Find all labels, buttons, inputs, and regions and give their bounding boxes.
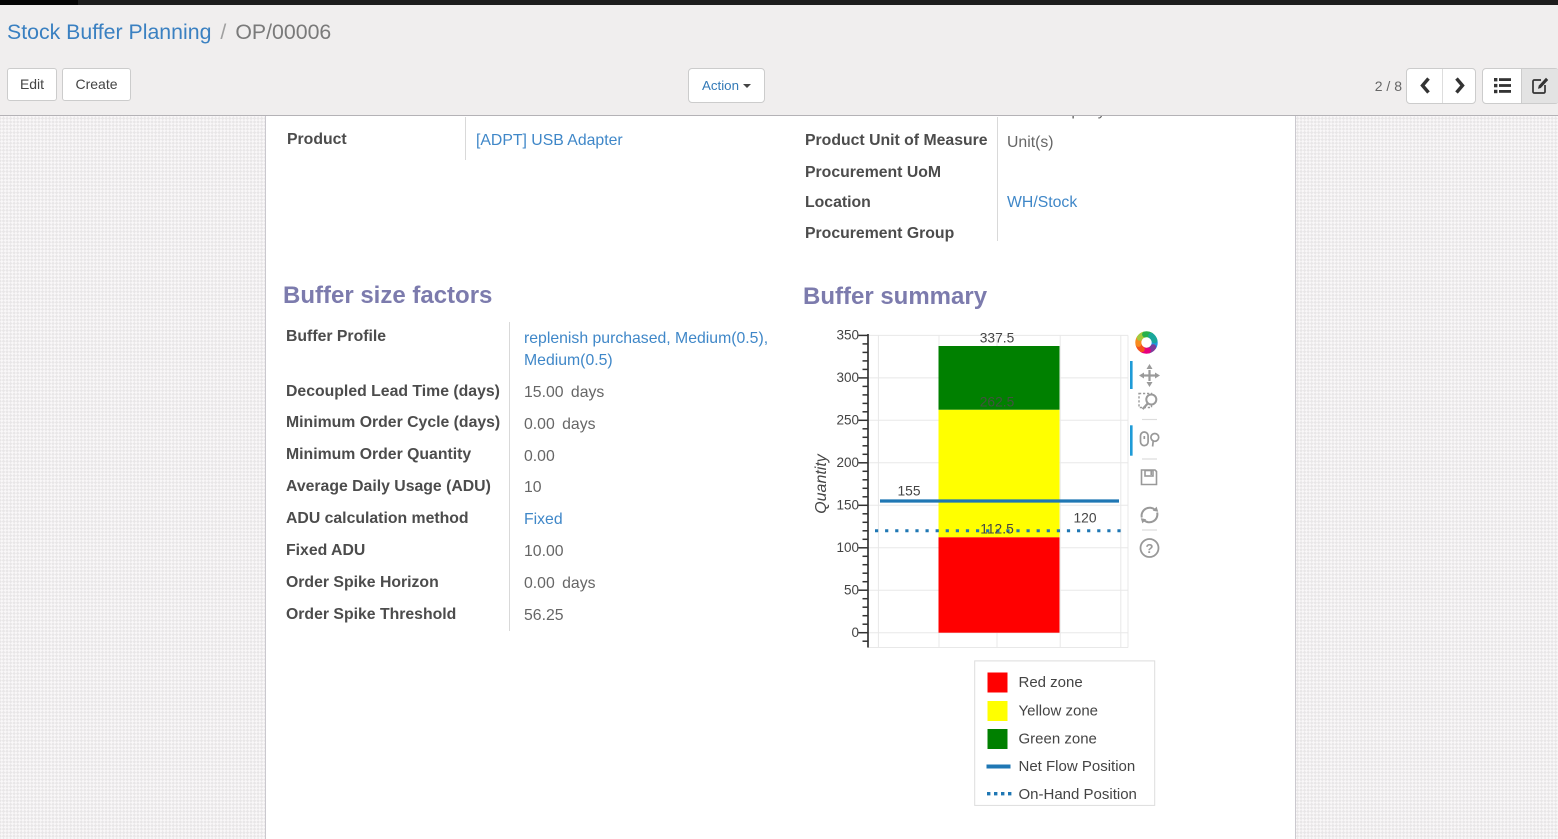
svg-text:200: 200 xyxy=(836,455,859,470)
svg-text:250: 250 xyxy=(836,413,859,428)
svg-text:337.5: 337.5 xyxy=(980,330,1015,345)
svg-text:Red zone: Red zone xyxy=(1019,674,1083,691)
svg-text:300: 300 xyxy=(836,370,859,385)
svg-text:100: 100 xyxy=(836,540,859,555)
svg-text:150: 150 xyxy=(836,498,859,513)
svg-text:Yellow zone: Yellow zone xyxy=(1019,703,1099,720)
svg-text:262.5: 262.5 xyxy=(980,394,1015,409)
svg-text:0: 0 xyxy=(851,625,859,640)
svg-text:Quantity: Quantity xyxy=(813,453,830,514)
svg-text:Net Flow Position: Net Flow Position xyxy=(1019,758,1136,775)
svg-text:350: 350 xyxy=(836,328,859,343)
svg-text:155: 155 xyxy=(897,483,920,498)
svg-text:120: 120 xyxy=(1073,510,1096,525)
svg-text:On-Hand Position: On-Hand Position xyxy=(1019,786,1137,803)
svg-text:50: 50 xyxy=(844,582,859,597)
svg-text:112.5: 112.5 xyxy=(980,521,1014,536)
svg-text:Green zone: Green zone xyxy=(1019,731,1097,748)
svg-text:?: ? xyxy=(1146,541,1154,556)
